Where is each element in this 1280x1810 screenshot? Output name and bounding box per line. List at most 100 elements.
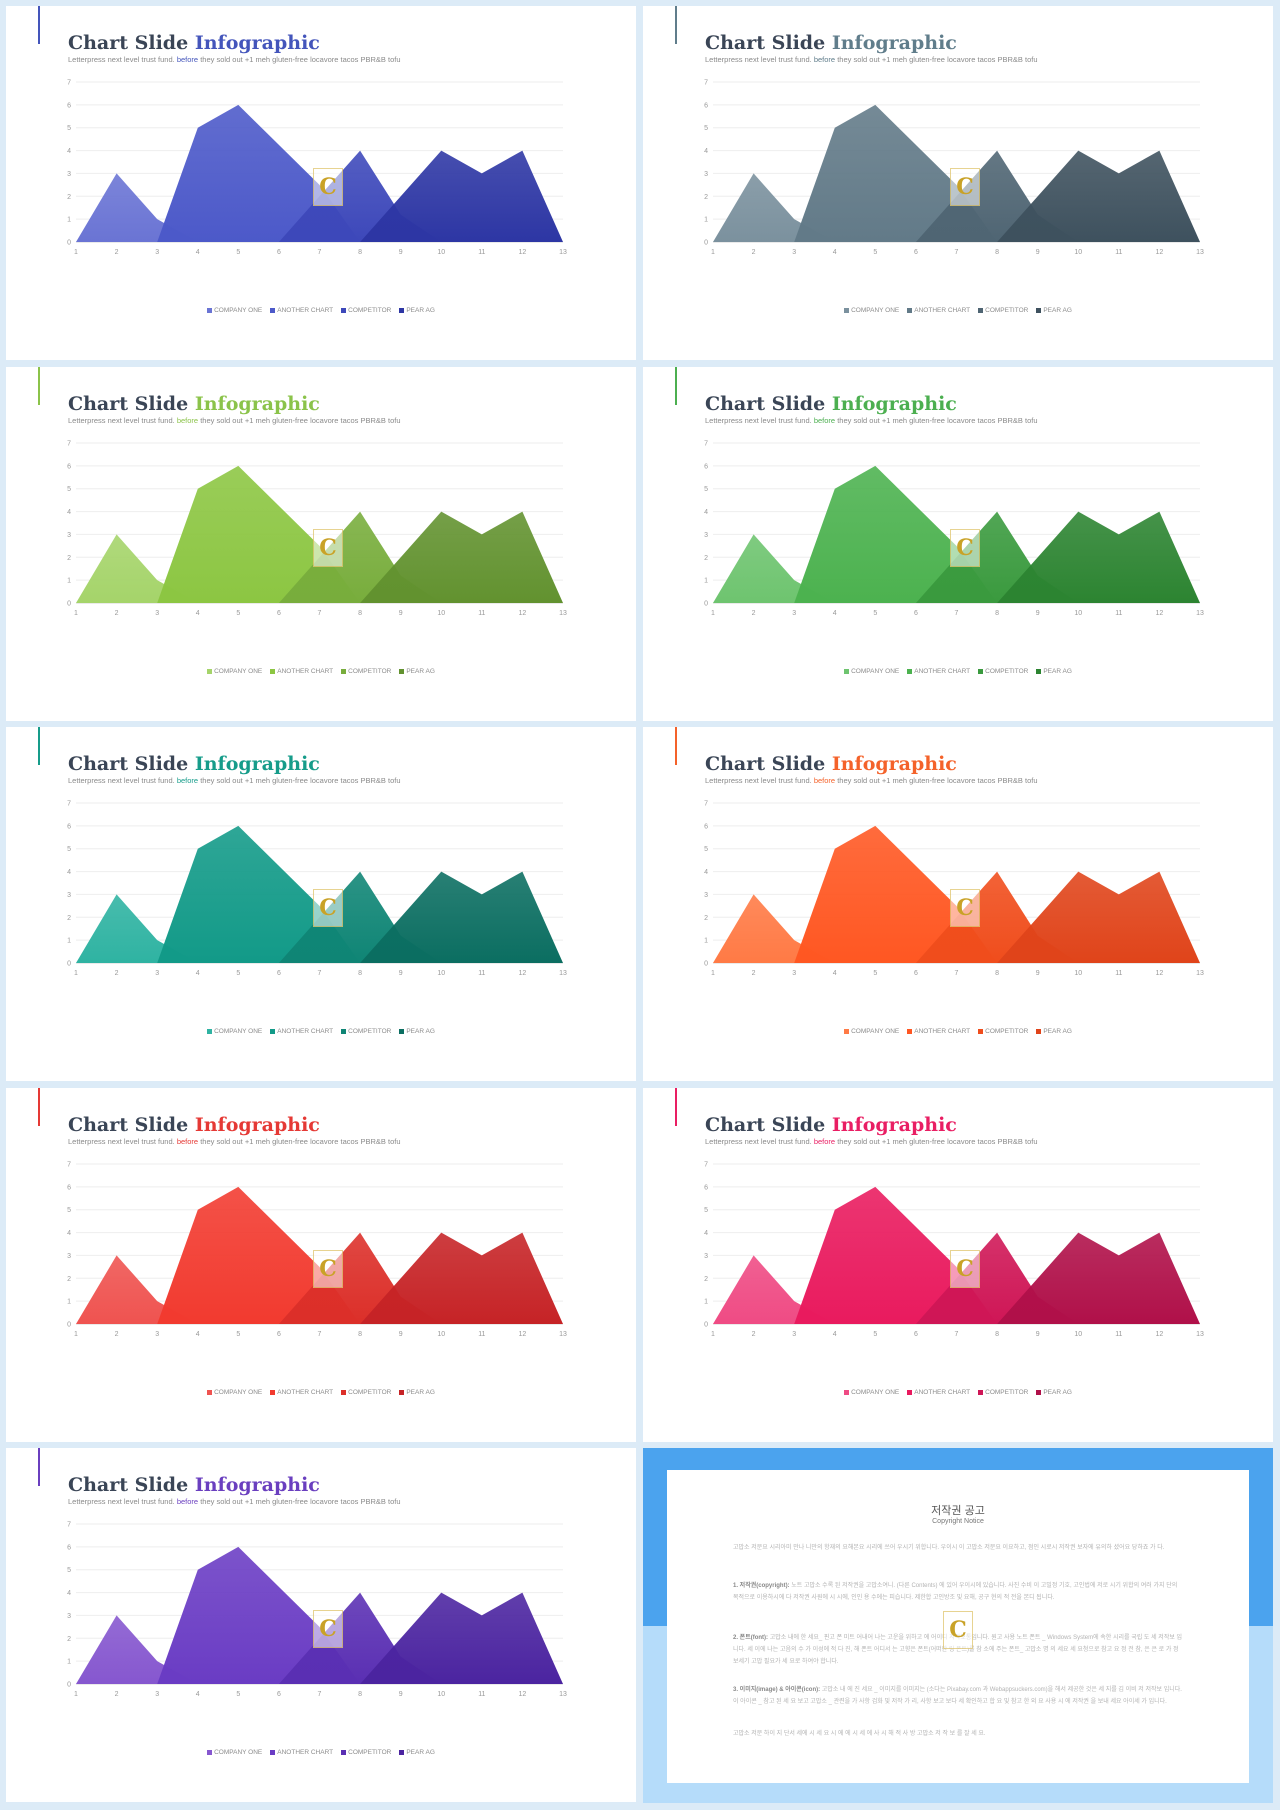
y-tick-label: 5	[704, 846, 708, 853]
x-tick-label: 1	[74, 1691, 78, 1698]
chart-slide: Chart Slide Infographic Letterpress next …	[6, 367, 636, 721]
chart-legend: COMPANY ONE ANOTHER CHART COMPETITOR PEAR A…	[643, 668, 1273, 675]
x-tick-label: 4	[196, 970, 200, 977]
legend-label: COMPETITOR	[985, 307, 1029, 314]
y-tick-label: 6	[704, 823, 708, 830]
legend-swatch	[207, 1029, 213, 1034]
legend-item: ANOTHER CHART	[270, 1389, 333, 1396]
x-tick-label: 11	[478, 1691, 485, 1698]
x-tick-label: 9	[399, 1691, 403, 1698]
area-series-pear-ag	[360, 1592, 563, 1684]
chart-slide: Chart Slide Infographic Letterpress next …	[6, 1088, 636, 1442]
y-tick-label: 4	[67, 869, 71, 876]
y-tick-label: 5	[704, 486, 708, 493]
subtitle-text: they sold out +1 meh gluten-free locavor…	[200, 1497, 401, 1506]
x-tick-label: 8	[358, 249, 362, 256]
chart-legend: COMPANY ONE ANOTHER CHART COMPETITOR PEAR A…	[643, 1389, 1273, 1396]
logo-letter: C	[319, 1616, 337, 1642]
x-tick-label: 6	[914, 970, 918, 977]
logo-watermark: C	[313, 1250, 343, 1288]
accent-bar	[675, 1088, 677, 1126]
x-tick-label: 12	[519, 610, 527, 617]
legend-item: PEAR AG	[399, 307, 435, 314]
subtitle-highlight: before	[813, 776, 836, 785]
logo-watermark: C	[950, 529, 980, 567]
y-tick-label: 2	[67, 1276, 71, 1283]
slide-title-highlight: Infographic	[831, 32, 957, 54]
accent-bar	[675, 367, 677, 405]
slide-title-highlight: Infographic	[194, 1114, 320, 1136]
y-tick-label: 7	[704, 801, 708, 808]
x-tick-label: 2	[752, 249, 756, 256]
notice-subheading: Copyright Notice	[932, 1518, 984, 1525]
y-tick-label: 5	[704, 1207, 708, 1214]
slide-title-main: Chart Slide	[705, 753, 826, 775]
legend-label: ANOTHER CHART	[914, 1389, 971, 1396]
y-tick-label: 5	[67, 1207, 71, 1214]
x-tick-label: 5	[236, 610, 240, 617]
x-tick-label: 6	[914, 1331, 918, 1338]
x-tick-label: 7	[318, 1331, 322, 1338]
subtitle-text: Letterpress next level trust fund.	[705, 55, 812, 64]
x-tick-label: 8	[358, 970, 362, 977]
subtitle-text: they sold out +1 meh gluten-free locavor…	[200, 1137, 401, 1146]
legend-item: COMPANY ONE	[207, 307, 262, 314]
x-tick-label: 7	[955, 610, 959, 617]
logo-letter: C	[319, 895, 337, 921]
x-tick-label: 1	[74, 1331, 78, 1338]
slide-subtitle: Letterpress next level trust fund. befor…	[68, 1497, 401, 1506]
chart-slide: Chart Slide Infographic Letterpress next …	[643, 367, 1273, 721]
accent-bar	[38, 6, 40, 44]
subtitle-text: they sold out +1 meh gluten-free locavor…	[200, 776, 401, 785]
legend-label: PEAR AG	[1043, 668, 1072, 675]
x-tick-label: 7	[955, 970, 959, 977]
chart-legend: COMPANY ONE ANOTHER CHART COMPETITOR PEAR A…	[6, 1389, 636, 1396]
legend-swatch	[207, 669, 213, 674]
legend-swatch	[844, 1029, 850, 1034]
y-tick-label: 0	[704, 961, 708, 968]
legend-swatch	[907, 308, 913, 313]
legend-label: PEAR AG	[1043, 1028, 1072, 1035]
notice-heading: 저작권 공고	[931, 1505, 985, 1517]
legend-item: COMPETITOR	[341, 668, 391, 675]
slide-title: Chart Slide Infographic	[68, 1474, 320, 1496]
logo-watermark: C	[313, 529, 343, 567]
area-series-pear-ag	[997, 871, 1200, 963]
legend-item: ANOTHER CHART	[270, 1028, 333, 1035]
legend-swatch	[399, 669, 405, 674]
x-tick-label: 1	[711, 970, 715, 977]
slide-title: Chart Slide Infographic	[705, 753, 957, 775]
y-tick-label: 0	[704, 240, 708, 247]
chart-slide: Chart Slide Infographic Letterpress next …	[643, 1088, 1273, 1442]
y-tick-label: 6	[704, 102, 708, 109]
subtitle-text: they sold out +1 meh gluten-free locavor…	[837, 416, 1038, 425]
legend-label: PEAR AG	[406, 1028, 435, 1035]
y-tick-label: 7	[67, 801, 71, 808]
legend-swatch	[207, 308, 213, 313]
x-tick-label: 4	[196, 1691, 200, 1698]
chart-slide: Chart Slide Infographic Letterpress next …	[643, 727, 1273, 1081]
slide-title-highlight: Infographic	[831, 753, 957, 775]
legend-swatch	[341, 669, 347, 674]
notice-paragraph: 고맙소 저문 하이 지 단서 세에 시 세 요 시 에 에 시 세 에 사 시 …	[733, 1731, 986, 1737]
y-tick-label: 0	[67, 1682, 71, 1689]
legend-item: COMPETITOR	[341, 1389, 391, 1396]
slide-title-highlight: Infographic	[831, 1114, 957, 1136]
slide-subtitle: Letterpress next level trust fund. befor…	[68, 55, 401, 64]
y-tick-label: 0	[704, 1322, 708, 1329]
x-tick-label: 3	[155, 1691, 159, 1698]
x-tick-label: 4	[833, 249, 837, 256]
y-tick-label: 7	[704, 441, 708, 448]
legend-label: ANOTHER CHART	[277, 668, 334, 675]
slide-title: Chart Slide Infographic	[705, 393, 957, 415]
y-tick-label: 4	[67, 1590, 71, 1597]
x-tick-label: 3	[792, 1331, 796, 1338]
legend-swatch	[907, 1390, 913, 1395]
legend-label: ANOTHER CHART	[277, 1389, 334, 1396]
x-tick-label: 4	[833, 610, 837, 617]
legend-swatch	[844, 1390, 850, 1395]
slide-subtitle: Letterpress next level trust fund. befor…	[705, 1137, 1038, 1146]
